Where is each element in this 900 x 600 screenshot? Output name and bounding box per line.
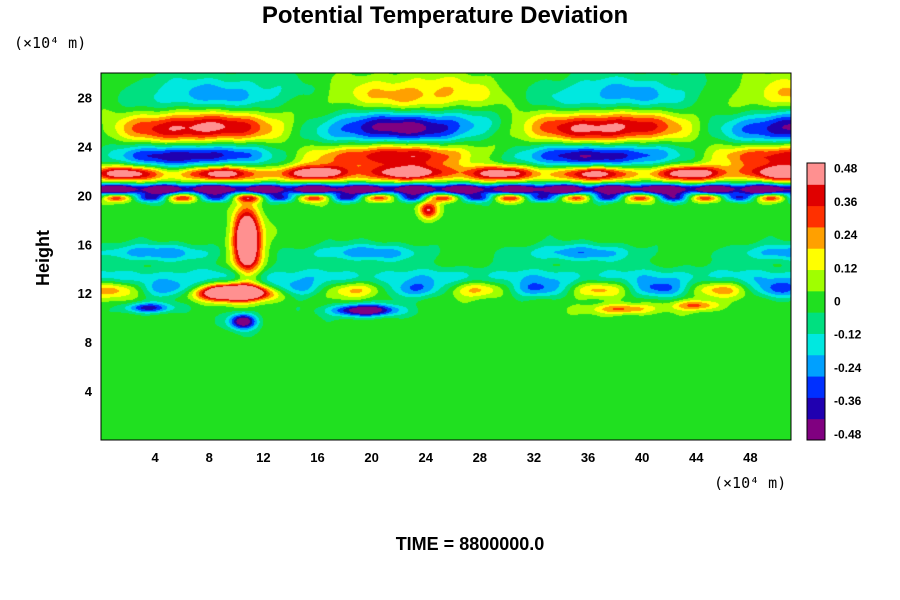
y-tick-label: 4	[85, 384, 93, 399]
x-tick-label: 4	[152, 450, 160, 465]
x-tick-label: 36	[581, 450, 595, 465]
y-tick-label: 28	[78, 90, 92, 105]
heatmap-image	[101, 73, 791, 440]
x-tick-label: 20	[364, 450, 378, 465]
colorbar-tick-label: 0.36	[834, 195, 858, 209]
colorbar-tick-label: 0.12	[834, 261, 858, 275]
x-axis-ticks: 4 8 12 16 20 24 28 32 36 40 44 48	[152, 450, 758, 465]
plot-frame	[100, 72, 792, 441]
colorbar-swatch	[807, 290, 825, 313]
colorbar-swatch	[807, 205, 825, 228]
y-unit-label: (×10⁴ m)	[14, 34, 86, 52]
colorbar-ticks: 0.48 0.36 0.24 0.12 0 -0.12 -0.24 -0.36 -0.48	[834, 162, 862, 442]
x-tick-label: 12	[256, 450, 270, 465]
colorbar-tick-label: -0.48	[834, 427, 862, 441]
y-axis-ticks: 4 8 12 16 20 24 28	[78, 90, 93, 399]
x-tick-label: 8	[206, 450, 213, 465]
colorbar-tick-label: 0	[834, 295, 841, 309]
y-tick-label: 8	[85, 335, 92, 350]
colorbar-swatch	[807, 418, 825, 441]
colorbar-swatch	[807, 184, 825, 207]
y-tick-label: 12	[78, 286, 92, 301]
colorbar-swatch	[807, 397, 825, 420]
y-axis-label: Height	[33, 230, 53, 286]
colorbar-tick-label: -0.36	[834, 394, 862, 408]
y-tick-label: 24	[78, 139, 93, 154]
x-tick-label: 48	[743, 450, 757, 465]
y-tick-label: 16	[78, 237, 92, 252]
colorbar-swatch	[807, 376, 825, 398]
x-tick-label: 28	[473, 450, 487, 465]
x-tick-label: 44	[689, 450, 704, 465]
colorbar-tick-label: 0.24	[834, 228, 858, 242]
colorbar-swatch	[807, 354, 825, 377]
colorbar-swatch	[807, 226, 825, 249]
colorbar-swatch	[807, 163, 825, 185]
colorbar-tick-label: 0.48	[834, 162, 858, 176]
colorbar-tick-label: -0.24	[834, 361, 862, 375]
colorbar-swatch	[807, 312, 825, 334]
colorbar-swatch	[807, 333, 825, 356]
x-tick-label: 24	[418, 450, 433, 465]
y-tick-label: 20	[78, 188, 92, 203]
x-tick-label: 16	[310, 450, 324, 465]
x-tick-label: 32	[527, 450, 541, 465]
colorbar-swatch	[807, 248, 825, 271]
chart-title: Potential Temperature Deviation	[262, 2, 628, 29]
colorbar	[806, 162, 826, 441]
heatmap-plot	[101, 73, 791, 440]
x-tick-label: 40	[635, 450, 649, 465]
x-unit-label: (×10⁴ m)	[714, 474, 786, 492]
colorbar-frame	[806, 162, 826, 441]
time-label: TIME = 8800000.0	[396, 534, 545, 554]
colorbar-swatch	[807, 269, 825, 292]
colorbar-tick-label: -0.12	[834, 328, 862, 342]
